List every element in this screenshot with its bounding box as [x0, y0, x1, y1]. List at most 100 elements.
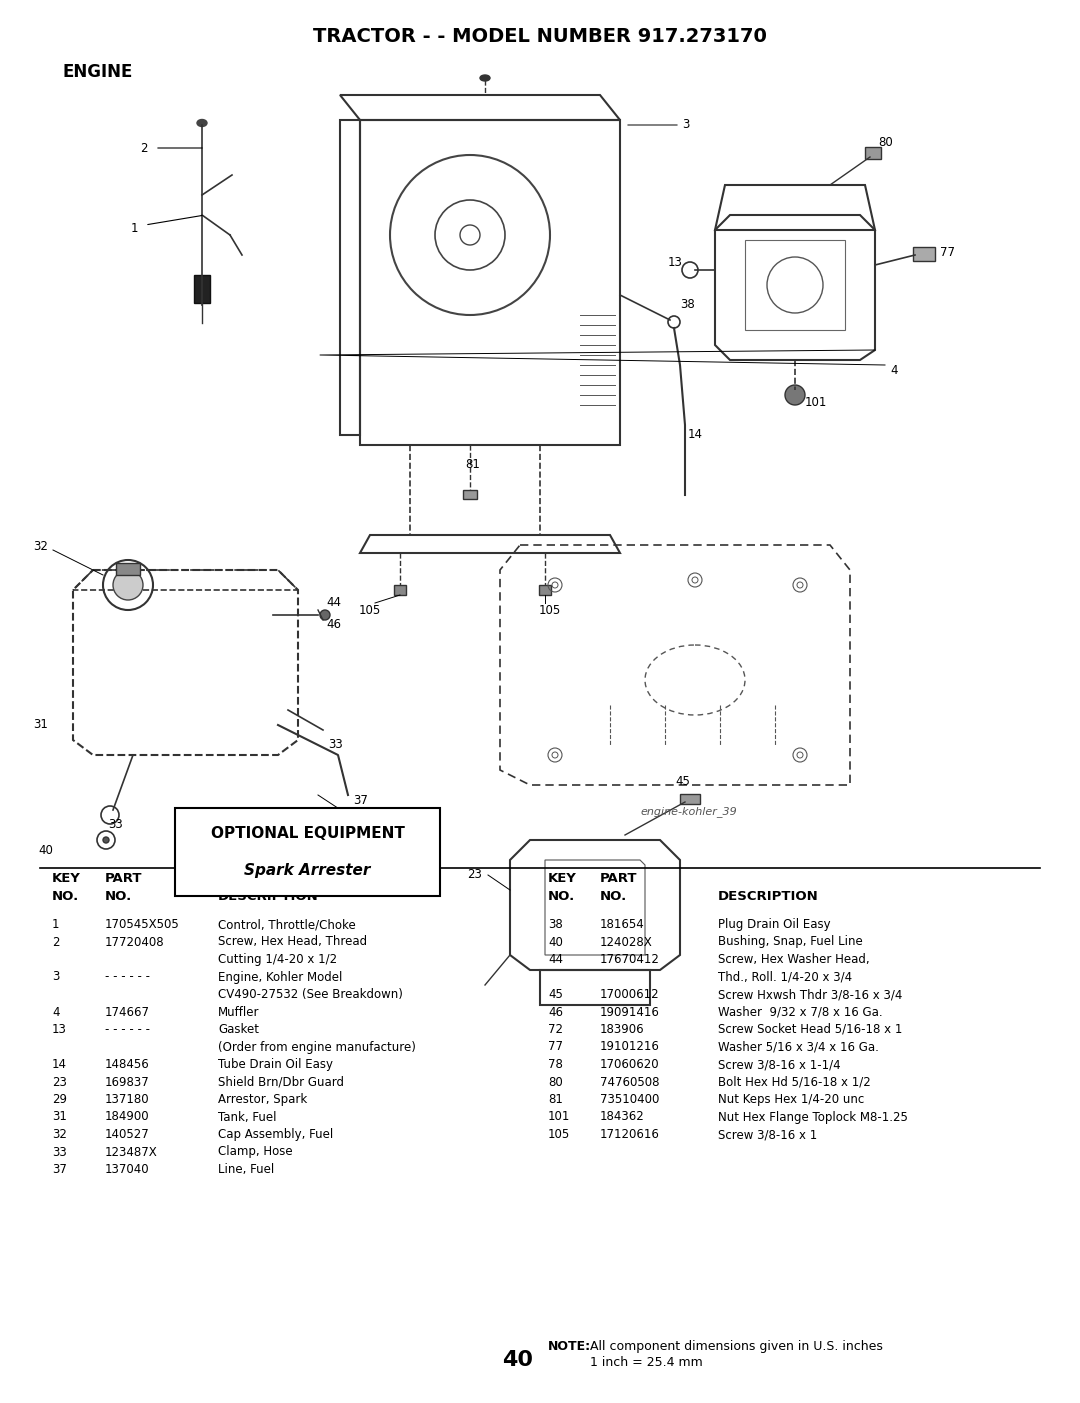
- Text: 33: 33: [328, 738, 342, 752]
- Text: 105: 105: [539, 603, 562, 616]
- Text: 174667: 174667: [105, 1006, 150, 1019]
- Text: Screw, Hex Washer Head,: Screw, Hex Washer Head,: [718, 953, 869, 967]
- Circle shape: [320, 610, 330, 620]
- Ellipse shape: [197, 119, 207, 126]
- Text: DESCRIPTION: DESCRIPTION: [718, 890, 819, 904]
- Bar: [865, 147, 881, 159]
- Text: 183906: 183906: [600, 1023, 645, 1035]
- Text: - - - - - -: - - - - - -: [105, 1023, 150, 1035]
- Text: DESCRIPTION: DESCRIPTION: [218, 890, 319, 904]
- Text: 123487X: 123487X: [105, 1145, 158, 1159]
- Text: 32: 32: [52, 1128, 67, 1141]
- Bar: [463, 490, 477, 499]
- Text: 31: 31: [33, 718, 48, 731]
- Bar: [194, 275, 210, 303]
- Text: 23: 23: [468, 868, 482, 881]
- Text: 32: 32: [33, 540, 48, 554]
- Text: 140527: 140527: [105, 1128, 150, 1141]
- Text: CV490-27532 (See Breakdown): CV490-27532 (See Breakdown): [218, 988, 403, 1000]
- Text: 137180: 137180: [105, 1093, 150, 1106]
- Text: 44: 44: [326, 596, 341, 609]
- Text: Nut Keps Hex 1/4-20 unc: Nut Keps Hex 1/4-20 unc: [718, 1093, 864, 1106]
- Text: 74760508: 74760508: [600, 1076, 660, 1089]
- Bar: [116, 563, 140, 575]
- Text: 169837: 169837: [105, 1076, 150, 1089]
- Text: Screw 3/8-16 x 1: Screw 3/8-16 x 1: [718, 1128, 818, 1141]
- Text: 38: 38: [548, 918, 563, 932]
- Text: Clamp, Hose: Clamp, Hose: [218, 1145, 293, 1159]
- Text: 17060620: 17060620: [600, 1058, 660, 1070]
- Text: 40: 40: [38, 843, 53, 856]
- Text: Bushing, Snap, Fuel Line: Bushing, Snap, Fuel Line: [718, 936, 863, 948]
- Text: 77: 77: [940, 246, 955, 258]
- Text: 78: 78: [548, 1058, 563, 1070]
- Bar: [175, 808, 440, 897]
- Text: 31: 31: [52, 1111, 67, 1124]
- Text: NO.: NO.: [52, 890, 79, 904]
- Text: 2: 2: [140, 142, 148, 154]
- Text: 101: 101: [548, 1111, 570, 1124]
- Text: 37: 37: [353, 794, 368, 807]
- Text: OPTIONAL EQUIPMENT: OPTIONAL EQUIPMENT: [211, 826, 404, 842]
- Text: PART: PART: [600, 873, 637, 885]
- Text: Spark Arrester: Spark Arrester: [244, 863, 370, 877]
- Ellipse shape: [480, 74, 490, 81]
- Text: 13: 13: [52, 1023, 67, 1035]
- Text: 29: 29: [52, 1093, 67, 1106]
- Text: 33: 33: [52, 1145, 67, 1159]
- Bar: [394, 585, 406, 595]
- Text: 184362: 184362: [600, 1111, 645, 1124]
- Bar: [539, 585, 551, 595]
- Text: Washer  9/32 x 7/8 x 16 Ga.: Washer 9/32 x 7/8 x 16 Ga.: [718, 1006, 882, 1019]
- Text: Engine, Kohler Model: Engine, Kohler Model: [218, 971, 342, 984]
- Text: 17720408: 17720408: [105, 936, 164, 948]
- Text: 19091416: 19091416: [600, 1006, 660, 1019]
- Text: 137040: 137040: [105, 1163, 150, 1176]
- Text: 101: 101: [805, 397, 827, 410]
- Text: 33: 33: [108, 818, 123, 832]
- Text: KEY: KEY: [548, 873, 577, 885]
- Text: All component dimensions given in U.S. inches: All component dimensions given in U.S. i…: [590, 1340, 882, 1352]
- Text: 14: 14: [688, 428, 703, 442]
- Text: NOTE:: NOTE:: [548, 1340, 591, 1352]
- Text: 80: 80: [878, 136, 893, 150]
- Text: 1: 1: [131, 222, 138, 234]
- Text: Line, Fuel: Line, Fuel: [218, 1163, 274, 1176]
- Text: Muffler: Muffler: [218, 1006, 259, 1019]
- Text: 1 inch = 25.4 mm: 1 inch = 25.4 mm: [590, 1357, 703, 1369]
- Text: Gasket: Gasket: [218, 1023, 259, 1035]
- Text: Nut Hex Flange Toplock M8-1.25: Nut Hex Flange Toplock M8-1.25: [718, 1111, 908, 1124]
- Text: Screw Hxwsh Thdr 3/8-16 x 3/4: Screw Hxwsh Thdr 3/8-16 x 3/4: [718, 988, 903, 1000]
- Text: 77: 77: [548, 1041, 563, 1054]
- Text: 46: 46: [326, 619, 341, 631]
- Text: (Order from engine manufacture): (Order from engine manufacture): [218, 1041, 416, 1054]
- Text: engine-kohler_39: engine-kohler_39: [640, 807, 737, 818]
- Bar: [913, 247, 935, 261]
- Bar: [680, 794, 700, 804]
- Text: 23: 23: [52, 1076, 67, 1089]
- Text: 3: 3: [52, 971, 59, 984]
- Text: Screw, Hex Head, Thread: Screw, Hex Head, Thread: [218, 936, 367, 948]
- Text: Plug Drain Oil Easy: Plug Drain Oil Easy: [718, 918, 831, 932]
- Text: 72: 72: [548, 1023, 563, 1035]
- Circle shape: [103, 838, 109, 843]
- Text: 17670412: 17670412: [600, 953, 660, 967]
- Text: 45: 45: [675, 774, 690, 788]
- Text: 40: 40: [548, 936, 563, 948]
- Text: Arrestor, Spark: Arrestor, Spark: [218, 1093, 307, 1106]
- Text: 14: 14: [52, 1058, 67, 1070]
- Text: 4: 4: [890, 363, 897, 376]
- Text: 45: 45: [548, 988, 563, 1000]
- Text: 105: 105: [548, 1128, 570, 1141]
- Text: - - - - - -: - - - - - -: [105, 971, 150, 984]
- Text: KEY: KEY: [52, 873, 81, 885]
- Text: 2: 2: [52, 936, 59, 948]
- Text: Cap Assembly, Fuel: Cap Assembly, Fuel: [218, 1128, 334, 1141]
- Text: TRACTOR - - MODEL NUMBER 917.273170: TRACTOR - - MODEL NUMBER 917.273170: [313, 27, 767, 45]
- Text: Screw Socket Head 5/16-18 x 1: Screw Socket Head 5/16-18 x 1: [718, 1023, 903, 1035]
- Text: 170545X505: 170545X505: [105, 918, 179, 932]
- Text: 124028X: 124028X: [600, 936, 652, 948]
- Text: 37: 37: [52, 1163, 67, 1176]
- Text: 181654: 181654: [600, 918, 645, 932]
- Text: 17120616: 17120616: [600, 1128, 660, 1141]
